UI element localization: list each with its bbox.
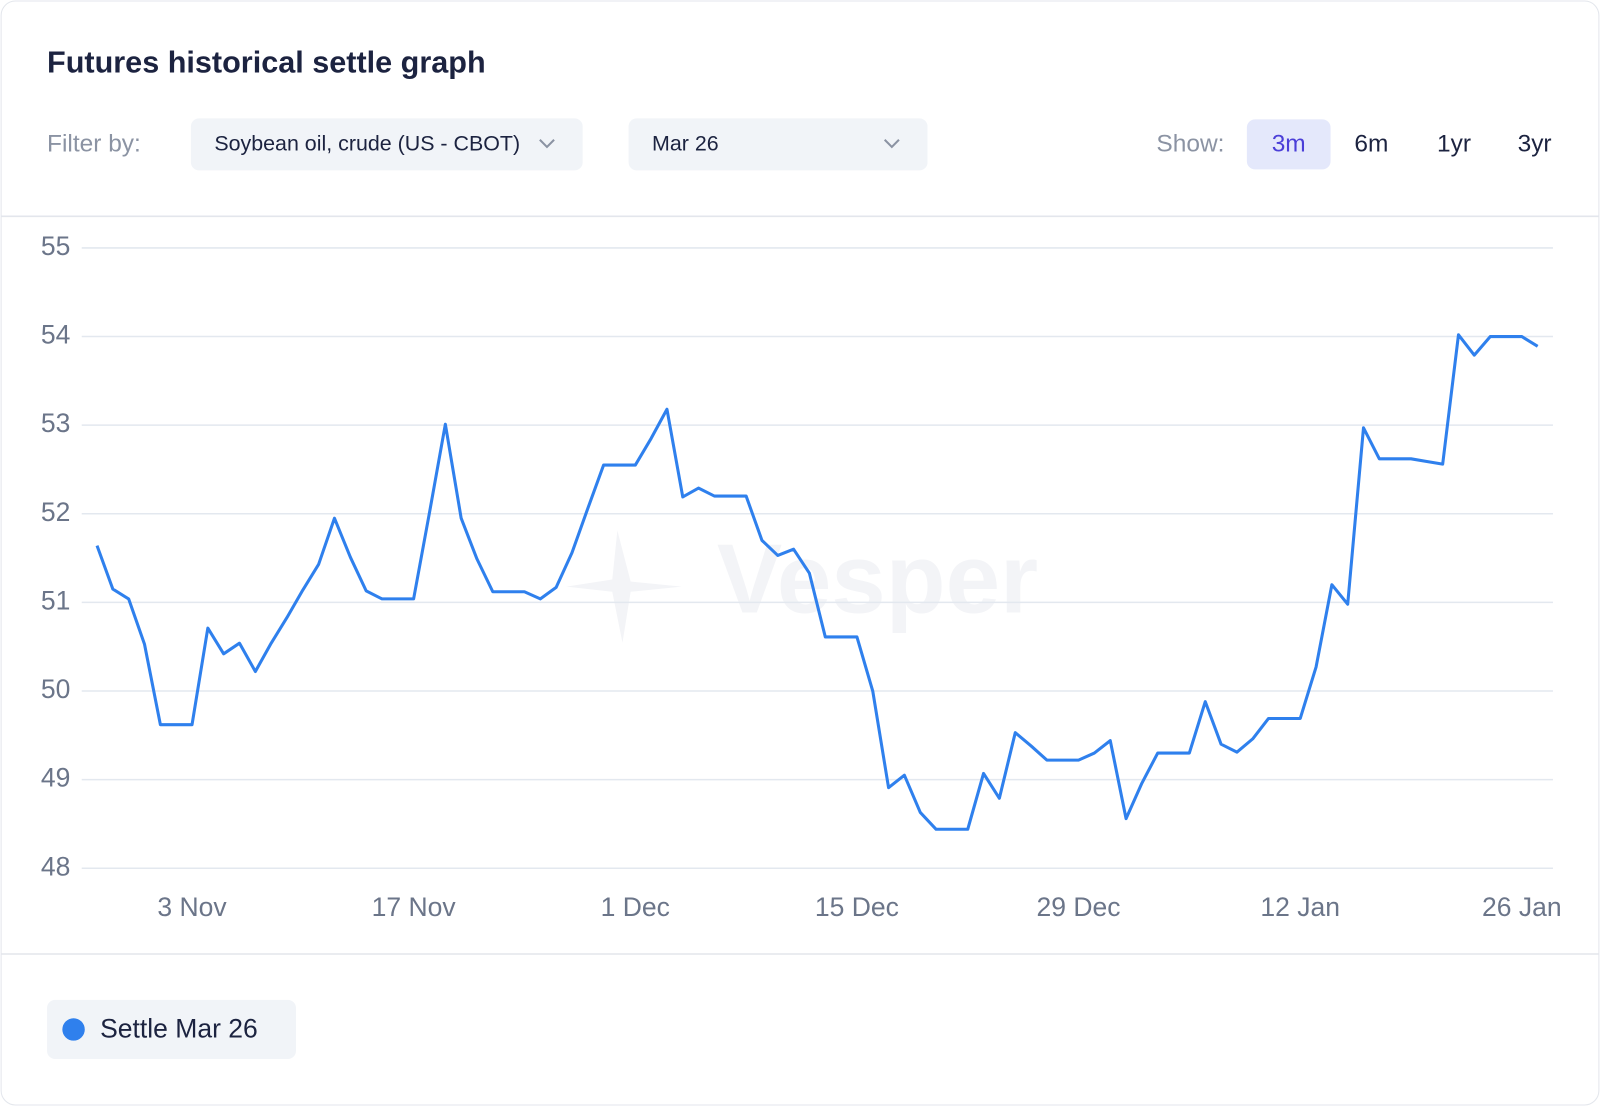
y-tick-label: 53 [41,408,71,438]
y-tick-label: 50 [41,674,71,704]
range-button[interactable]: 6m [1354,130,1388,157]
dropdown[interactable]: Mar 26 [628,118,928,171]
dropdown[interactable]: Soybean oil, crude (US - CBOT) [190,118,583,171]
legend-swatch [62,1018,85,1041]
filter-label: Filter by: [47,130,141,157]
dropdown-bg [190,118,583,171]
y-tick-label: 51 [41,585,71,615]
legend: Settle Mar 26 [47,999,296,1060]
watermark: Vesper [717,524,1038,634]
range-button-text: 6m [1354,130,1388,157]
y-tick-label: 48 [41,851,71,881]
line-series [95,333,1539,831]
legend-label: Settle Mar 26 [100,1013,258,1043]
x-tick-label: 15 Dec [815,892,899,922]
chevron [883,139,900,149]
show-label: Show: [1156,130,1224,157]
y-tick-label: 54 [41,320,71,350]
chevron [539,139,555,149]
x-tick-label: 17 Nov [372,892,457,922]
range-button-text: 3m [1272,130,1306,157]
dropdown-text: Soybean oil, crude (US - CBOT) [214,132,520,156]
range-button-text: 3yr [1518,130,1552,157]
legend-bg [47,999,296,1060]
dropdown-bg [628,118,928,171]
plot: 48 49 50 51 52 53 54 55 3 Nov 17 Nov 1 Dec 15 Dec 29… [41,231,1562,922]
x-tick-label: 1 Dec [601,892,670,922]
watermark-logo [566,530,682,643]
range-button[interactable]: 1yr [1437,130,1471,157]
y-tick-label: 52 [41,497,71,527]
x-tick-label: 26 Jan [1482,892,1562,922]
x-tick-label: 29 Dec [1037,892,1121,922]
x-tick-label: 3 Nov [157,892,227,922]
legend-item[interactable]: Settle Mar 26 [47,999,296,1060]
range-group: 3m 6m 1yr 3yr [1246,119,1552,170]
range-button[interactable]: 3m [1246,119,1331,170]
x-tick-label: 12 Jan [1260,892,1340,922]
range-button[interactable]: 3yr [1518,130,1552,157]
y-tick-label: 49 [41,763,71,793]
y-tick-label: 55 [41,231,71,261]
range-button-bg [1246,119,1331,170]
title: Futures historical settle graph [47,45,486,79]
range-button-text: 1yr [1437,130,1471,157]
dropdown-text: Mar 26 [652,132,719,156]
